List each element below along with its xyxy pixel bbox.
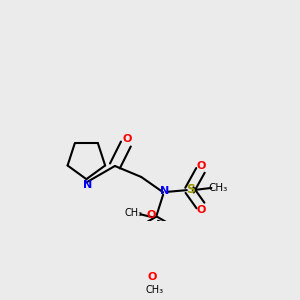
Text: N: N — [83, 180, 92, 190]
Text: O: O — [197, 160, 206, 170]
Text: O: O — [122, 134, 132, 143]
Text: CH₃: CH₃ — [145, 285, 164, 295]
Text: O: O — [148, 272, 157, 282]
Text: O: O — [197, 205, 206, 215]
Text: CH₃: CH₃ — [125, 208, 143, 218]
Text: N: N — [160, 186, 169, 196]
Text: O: O — [147, 210, 156, 220]
Text: S: S — [186, 183, 195, 196]
Text: CH₃: CH₃ — [208, 183, 227, 193]
